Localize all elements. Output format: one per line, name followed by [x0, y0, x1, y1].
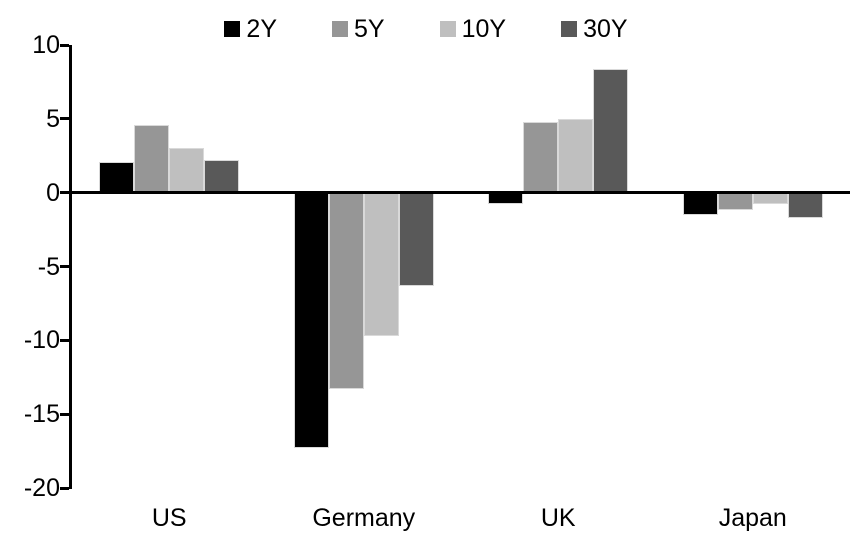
legend-item-5y: 5Y — [332, 14, 385, 44]
bar-uk-30y — [593, 68, 629, 193]
chart-legend: 2Y 5Y 10Y 30Y — [0, 14, 852, 44]
bar-germany-5y — [328, 192, 364, 390]
y-tick-mark — [60, 486, 69, 490]
legend-label-5y: 5Y — [354, 15, 385, 43]
x-category-label-uk: UK — [540, 504, 576, 532]
bar-uk-2y — [488, 192, 524, 205]
legend-item-10y: 10Y — [439, 14, 507, 44]
legend-item-2y: 2Y — [224, 14, 277, 44]
bar-germany-30y — [398, 192, 434, 286]
y-tick-label: -10 — [23, 326, 60, 355]
bar-japan-30y — [787, 192, 823, 218]
y-tick-label: 5 — [46, 104, 60, 133]
y-tick-mark — [60, 191, 69, 195]
legend-label-2y: 2Y — [246, 15, 278, 43]
y-tick-mark — [60, 117, 69, 121]
bar-germany-10y — [363, 192, 399, 336]
y-tick-mark — [60, 265, 69, 268]
legend-swatch-5y — [332, 21, 349, 37]
y-tick-mark — [60, 338, 69, 342]
zero-axis-line — [72, 191, 850, 195]
y-tick-label: -20 — [23, 474, 60, 502]
bar-us-10y — [169, 148, 205, 193]
legend-swatch-2y — [224, 21, 241, 37]
y-tick-label: -15 — [23, 400, 60, 429]
bar-uk-5y — [523, 121, 559, 193]
bar-germany-2y — [293, 192, 329, 449]
bar-us-2y — [99, 161, 135, 193]
legend-swatch-10y — [439, 21, 456, 37]
x-category-label-us: US — [151, 504, 187, 532]
bar-japan-2y — [682, 192, 718, 215]
y-tick-label: -5 — [37, 252, 60, 281]
bar-japan-5y — [717, 192, 753, 211]
y-tick-label: 0 — [46, 178, 60, 207]
bar-japan-10y — [752, 192, 788, 205]
legend-swatch-30y — [561, 21, 578, 37]
x-category-label-germany: Germany — [312, 504, 416, 532]
y-tick-label: 10 — [32, 31, 60, 59]
bar-uk-10y — [558, 118, 594, 193]
legend-label-30y: 30Y — [583, 15, 628, 43]
legend-item-30y: 30Y — [561, 14, 628, 44]
y-tick-mark — [60, 412, 69, 416]
x-category-label-japan: Japan — [718, 504, 787, 532]
legend-label-10y: 10Y — [461, 15, 507, 43]
bar-us-5y — [134, 124, 170, 193]
bar-us-30y — [204, 160, 240, 193]
y-tick-mark — [60, 43, 69, 47]
y-axis-line — [69, 45, 72, 489]
